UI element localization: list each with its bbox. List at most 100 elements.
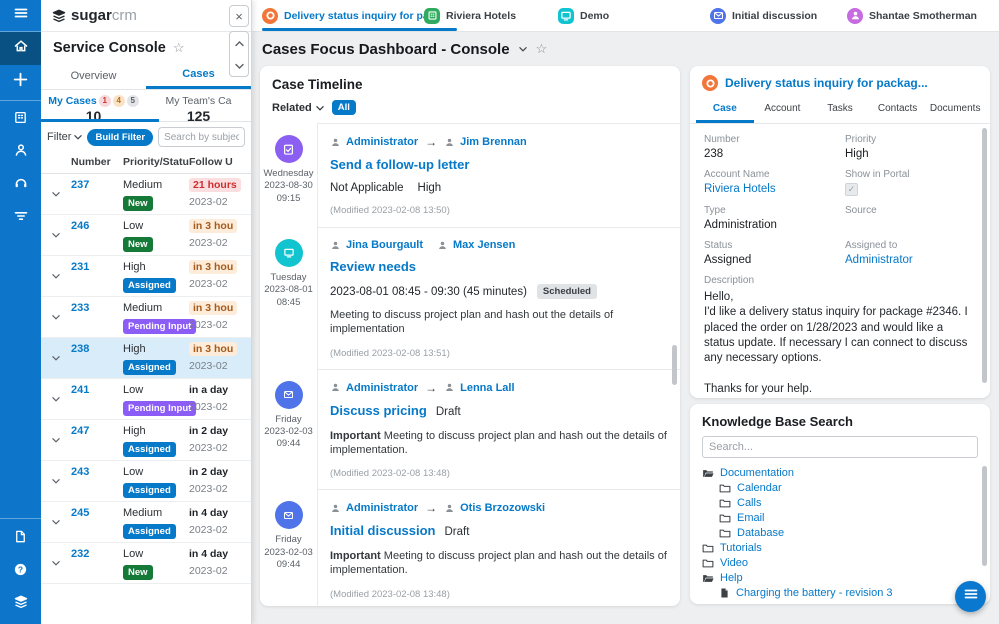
row-expand-chevron-icon[interactable] bbox=[41, 560, 71, 566]
tab-overview[interactable]: Overview bbox=[70, 69, 117, 82]
filter-dropdown[interactable]: Filter bbox=[47, 131, 83, 143]
case-number-link[interactable]: 247 bbox=[71, 424, 90, 437]
rail-item-building[interactable] bbox=[0, 103, 41, 136]
my-cases-block[interactable]: My Cases 1 4 5 10 bbox=[41, 90, 146, 123]
kb-tree-item[interactable]: Calls bbox=[702, 497, 978, 509]
rail-item-sugarcrm-layers[interactable] bbox=[0, 588, 41, 621]
participant-link[interactable]: Otis Brzozowski bbox=[460, 502, 546, 515]
kb-tree-item[interactable]: Email bbox=[702, 512, 978, 524]
table-row[interactable]: 247 High in 2 day Assigned 2023-02 bbox=[41, 420, 251, 461]
row-expand-chevron-icon[interactable] bbox=[41, 437, 71, 443]
kb-tree-item[interactable]: Help bbox=[702, 572, 978, 584]
case-number-link[interactable]: 243 bbox=[71, 465, 90, 478]
rail-item-help[interactable]: ? bbox=[0, 555, 41, 588]
row-expand-chevron-icon[interactable] bbox=[41, 478, 71, 484]
entry-title-link[interactable]: Initial discussion bbox=[330, 523, 436, 539]
field-assigned-to: Assigned to Administrator bbox=[845, 240, 976, 266]
participant-link[interactable]: Max Jensen bbox=[453, 239, 516, 251]
kb-tree-item[interactable]: Tutorials bbox=[702, 542, 978, 554]
dashboard-favorite-star-icon[interactable]: ☆ bbox=[535, 41, 548, 56]
topbar-tab-riviera-hotels[interactable]: Riviera Hotels bbox=[424, 0, 516, 31]
record-tab-case[interactable]: Case bbox=[696, 98, 754, 123]
kb-tree-item[interactable]: Database bbox=[702, 527, 978, 539]
entry-title-link[interactable]: Send a follow-up letter bbox=[330, 157, 470, 172]
floating-menu-button[interactable] bbox=[955, 581, 986, 612]
participant-link[interactable]: Administrator bbox=[346, 502, 419, 515]
table-row[interactable]: 237 Medium 21 hours New 2023-02 bbox=[41, 174, 251, 215]
row-expand-chevron-icon[interactable] bbox=[41, 355, 71, 361]
row-expand-chevron-icon[interactable] bbox=[41, 191, 71, 197]
participant-link[interactable]: Jim Brennan bbox=[460, 136, 527, 148]
participant-link[interactable]: Administrator bbox=[346, 136, 419, 148]
kb-tree-item[interactable]: Video bbox=[702, 557, 978, 569]
team-cases-block[interactable]: My Team's Ca 125 bbox=[146, 90, 251, 123]
dashboard-chevron-down-icon[interactable] bbox=[518, 46, 527, 52]
related-all-chip[interactable]: All bbox=[331, 100, 356, 115]
my-cases-link[interactable]: My Cases bbox=[48, 95, 97, 107]
case-number-link[interactable]: 232 bbox=[71, 547, 90, 560]
record-tab-documents[interactable]: Documents bbox=[929, 103, 981, 114]
case-panel-scrollbar[interactable] bbox=[982, 128, 987, 383]
case-number-link[interactable]: 245 bbox=[71, 506, 90, 519]
table-row[interactable]: 241 Low in a day Pending Input 2023-02 bbox=[41, 379, 251, 420]
related-dropdown[interactable]: Related bbox=[272, 102, 324, 114]
rail-item-file[interactable] bbox=[0, 522, 41, 555]
field-value[interactable]: Riviera Hotels bbox=[704, 183, 776, 195]
table-row[interactable]: 238 High in 3 hou Assigned 2023-02 bbox=[41, 338, 251, 379]
entry-title-link[interactable]: Review needs bbox=[330, 259, 416, 274]
case-search-input[interactable] bbox=[158, 127, 245, 147]
row-expand-chevron-icon[interactable] bbox=[41, 232, 71, 238]
timeline-scrollbar[interactable] bbox=[672, 345, 677, 385]
participant-link[interactable]: Administrator bbox=[346, 381, 419, 394]
kb-scrollbar[interactable] bbox=[982, 466, 987, 566]
row-expand-chevron-icon[interactable] bbox=[41, 273, 71, 279]
rail-item-headset[interactable] bbox=[0, 169, 41, 202]
document-icon bbox=[719, 587, 730, 599]
topbar-tab-delivery-status-inquiry-for-pa[interactable]: Delivery status inquiry for pa... bbox=[262, 0, 457, 31]
case-number-link[interactable]: 237 bbox=[71, 178, 90, 191]
participant-link[interactable]: Lenna Lall bbox=[460, 381, 515, 394]
case-record-title[interactable]: Delivery status inquiry for packag... bbox=[725, 76, 928, 90]
case-number-link[interactable]: 233 bbox=[71, 301, 90, 314]
participant-link[interactable]: Jina Bourgault bbox=[346, 239, 424, 251]
follow-up-value: in 2 day bbox=[189, 465, 229, 478]
row-expand-chevron-icon[interactable] bbox=[41, 396, 71, 402]
kb-tree-item[interactable]: Calendar bbox=[702, 482, 978, 494]
topbar-tab-initial-discussion[interactable]: Initial discussion bbox=[710, 0, 817, 31]
case-number-link[interactable]: 238 bbox=[71, 342, 90, 355]
table-row[interactable]: 231 High in 3 hou Assigned 2023-02 bbox=[41, 256, 251, 297]
kb-tree-item[interactable]: Charging the battery - revision 3 bbox=[702, 587, 978, 599]
topbar-tab-shantae-smotherman[interactable]: Shantae Smotherman bbox=[847, 0, 977, 31]
record-tab-tasks[interactable]: Tasks bbox=[827, 103, 853, 114]
table-row[interactable]: 245 Medium in 4 day Assigned 2023-02 bbox=[41, 502, 251, 543]
build-filter-button[interactable]: Build Filter bbox=[87, 128, 154, 146]
close-console-button[interactable]: × bbox=[229, 5, 249, 27]
rail-item-plus[interactable] bbox=[0, 65, 41, 98]
menu-toggle[interactable] bbox=[0, 0, 41, 32]
status-badge: Assigned bbox=[123, 439, 189, 457]
tab-cases[interactable]: Cases bbox=[146, 62, 251, 89]
rail-item-home[interactable] bbox=[0, 32, 41, 65]
record-tab-contacts[interactable]: Contacts bbox=[877, 103, 918, 114]
row-expand-chevron-icon[interactable] bbox=[41, 519, 71, 525]
case-number-link[interactable]: 246 bbox=[71, 219, 90, 232]
row-expand-chevron-icon[interactable] bbox=[41, 314, 71, 320]
record-tab-account[interactable]: Account bbox=[764, 103, 801, 114]
favorite-star-icon[interactable]: ☆ bbox=[172, 40, 185, 55]
table-row[interactable]: 246 Low in 3 hou New 2023-02 bbox=[41, 215, 251, 256]
rail-item-person[interactable] bbox=[0, 136, 41, 169]
meta-value: Not Applicable bbox=[330, 182, 404, 194]
entry-title-link[interactable]: Discuss pricing bbox=[330, 402, 427, 418]
topbar-tab-demo[interactable]: Demo bbox=[558, 0, 609, 31]
step-up-button[interactable] bbox=[230, 32, 248, 54]
table-row[interactable]: 243 Low in 2 day Assigned 2023-02 bbox=[41, 461, 251, 502]
kb-search-input[interactable] bbox=[702, 436, 978, 458]
case-number-link[interactable]: 231 bbox=[71, 260, 90, 273]
case-number-link[interactable]: 241 bbox=[71, 383, 90, 396]
table-row[interactable]: 232 Low in 4 day New 2023-02 bbox=[41, 543, 251, 584]
table-row[interactable]: 233 Medium in 3 hou Pending Input 2023-02 bbox=[41, 297, 251, 338]
field-value[interactable]: Administrator bbox=[845, 254, 913, 266]
rail-item-filter[interactable] bbox=[0, 202, 41, 235]
step-down-button[interactable] bbox=[230, 54, 248, 76]
kb-tree-item[interactable]: Documentation bbox=[702, 467, 978, 479]
